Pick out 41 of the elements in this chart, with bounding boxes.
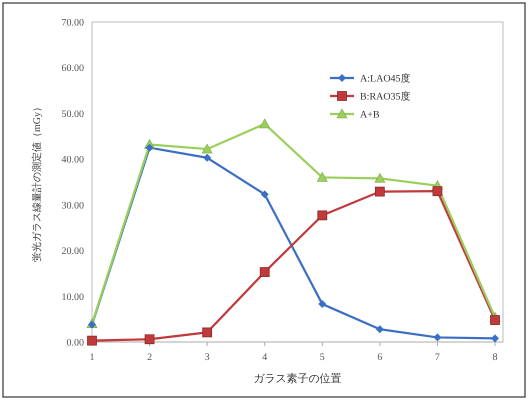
x-tick-label: 8 [492, 352, 498, 363]
x-tick-label: 4 [262, 352, 268, 363]
point [260, 190, 269, 198]
y-tick-label: 30.00 [62, 200, 84, 212]
point [318, 300, 326, 308]
point [491, 334, 499, 342]
point [317, 210, 328, 220]
point [259, 118, 270, 128]
y-tick-label: 70.00 [62, 18, 84, 28]
legend-label: A+B [360, 110, 380, 120]
y-tick-label: 0.00 [66, 338, 84, 348]
x-tick-label: 7 [434, 352, 440, 363]
point [202, 328, 212, 338]
point [374, 186, 385, 196]
point [490, 315, 500, 325]
point [87, 336, 97, 346]
y-tick-label: 50.00 [62, 108, 84, 120]
point [144, 334, 154, 344]
x-tick-label: 2 [147, 352, 152, 363]
point [202, 144, 212, 154]
point [433, 333, 442, 342]
point [203, 154, 212, 162]
y-axis-title: 蛍光ガラス線量計の測定値（mGy） [31, 102, 43, 262]
point [88, 320, 96, 329]
y-tick-label: 60.00 [62, 63, 84, 74]
x-tick-label: 1 [90, 352, 94, 363]
y-tick-label: 40.00 [62, 154, 84, 166]
point [260, 267, 270, 277]
point [316, 172, 328, 182]
x-tick-label: 6 [377, 352, 382, 363]
y-tick-label: 10.00 [62, 292, 84, 303]
point [146, 144, 154, 152]
x-tick-label: 5 [320, 352, 325, 363]
legend-label: B:RAO35度 [360, 90, 411, 102]
point [432, 186, 442, 196]
y-tick-label: 20.00 [62, 246, 84, 258]
point [374, 173, 386, 183]
x-axis-title: ガラス素子の位置 [254, 372, 342, 385]
point [376, 325, 384, 334]
legend-label: A:LAO45度 [360, 72, 411, 84]
x-tick-label: 3 [204, 352, 210, 363]
